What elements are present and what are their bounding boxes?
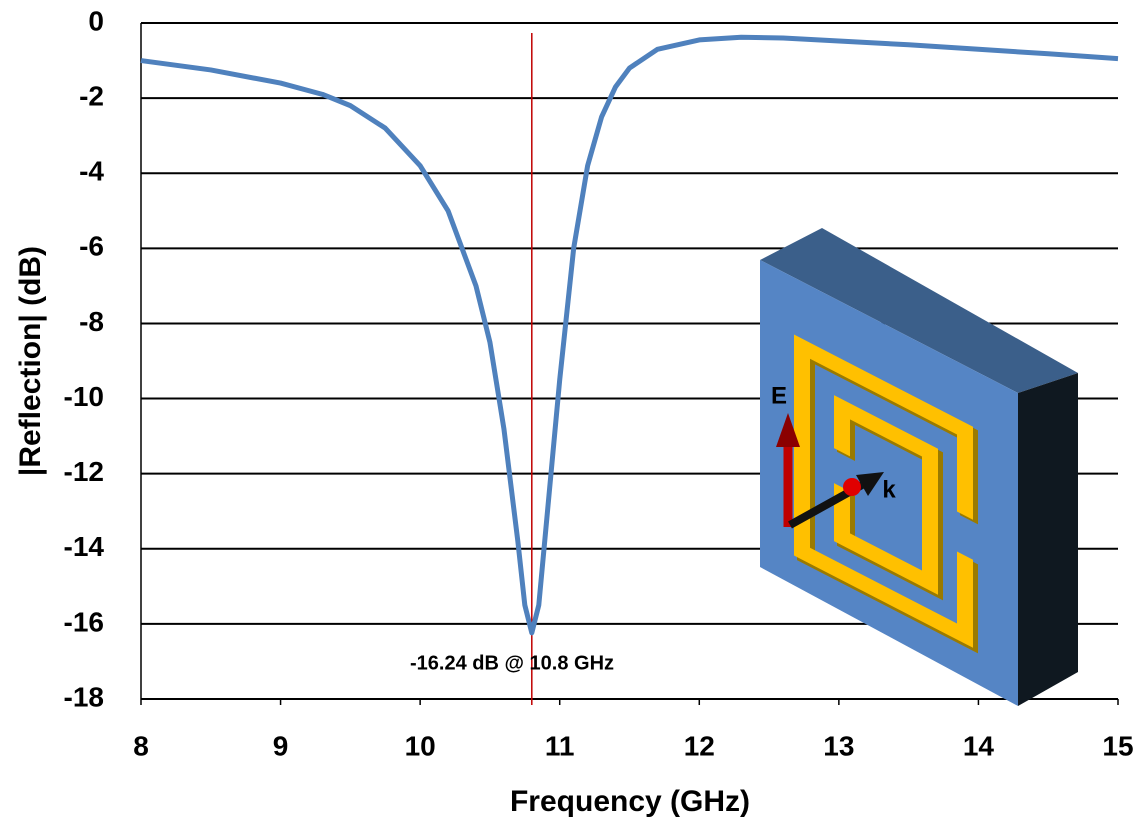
x-axis-title: Frequency (GHz)	[510, 785, 750, 818]
y-tick-label: -6	[79, 231, 104, 262]
y-tick-label: -4	[79, 156, 104, 187]
y-tick-label: -10	[64, 381, 104, 412]
y-axis-title: |Reflection| (dB)	[14, 246, 47, 476]
k-dot	[843, 478, 861, 496]
inset-side	[1018, 373, 1078, 706]
x-tick-label: 15	[1102, 730, 1133, 761]
x-tick-label: 10	[405, 730, 436, 761]
y-tick-label: -18	[64, 681, 104, 712]
inset-label: k	[882, 476, 896, 503]
inset-label: E	[771, 382, 787, 409]
y-tick-label: -16	[64, 606, 104, 637]
x-tick-label: 8	[133, 730, 149, 761]
inset: Ek	[760, 228, 1078, 706]
y-tick-label: -2	[79, 81, 104, 112]
x-tick-label: 12	[684, 730, 715, 761]
x-tick-label: 13	[823, 730, 854, 761]
chart: |Reflection| (dB) Frequency (GHz) 0 -2 -4 -…	[0, 0, 1144, 826]
x-tick-label: 14	[963, 730, 995, 761]
y-tick-label: 0	[88, 5, 104, 36]
annotation: -16.24 dB @ 10.8 GHz	[410, 652, 614, 674]
x-tick-label: 11	[545, 730, 575, 761]
x-tick-label: 9	[273, 730, 289, 761]
y-tick-label: -12	[64, 456, 104, 487]
y-tick-label: -14	[64, 531, 105, 562]
y-tick-label: -8	[79, 306, 104, 337]
